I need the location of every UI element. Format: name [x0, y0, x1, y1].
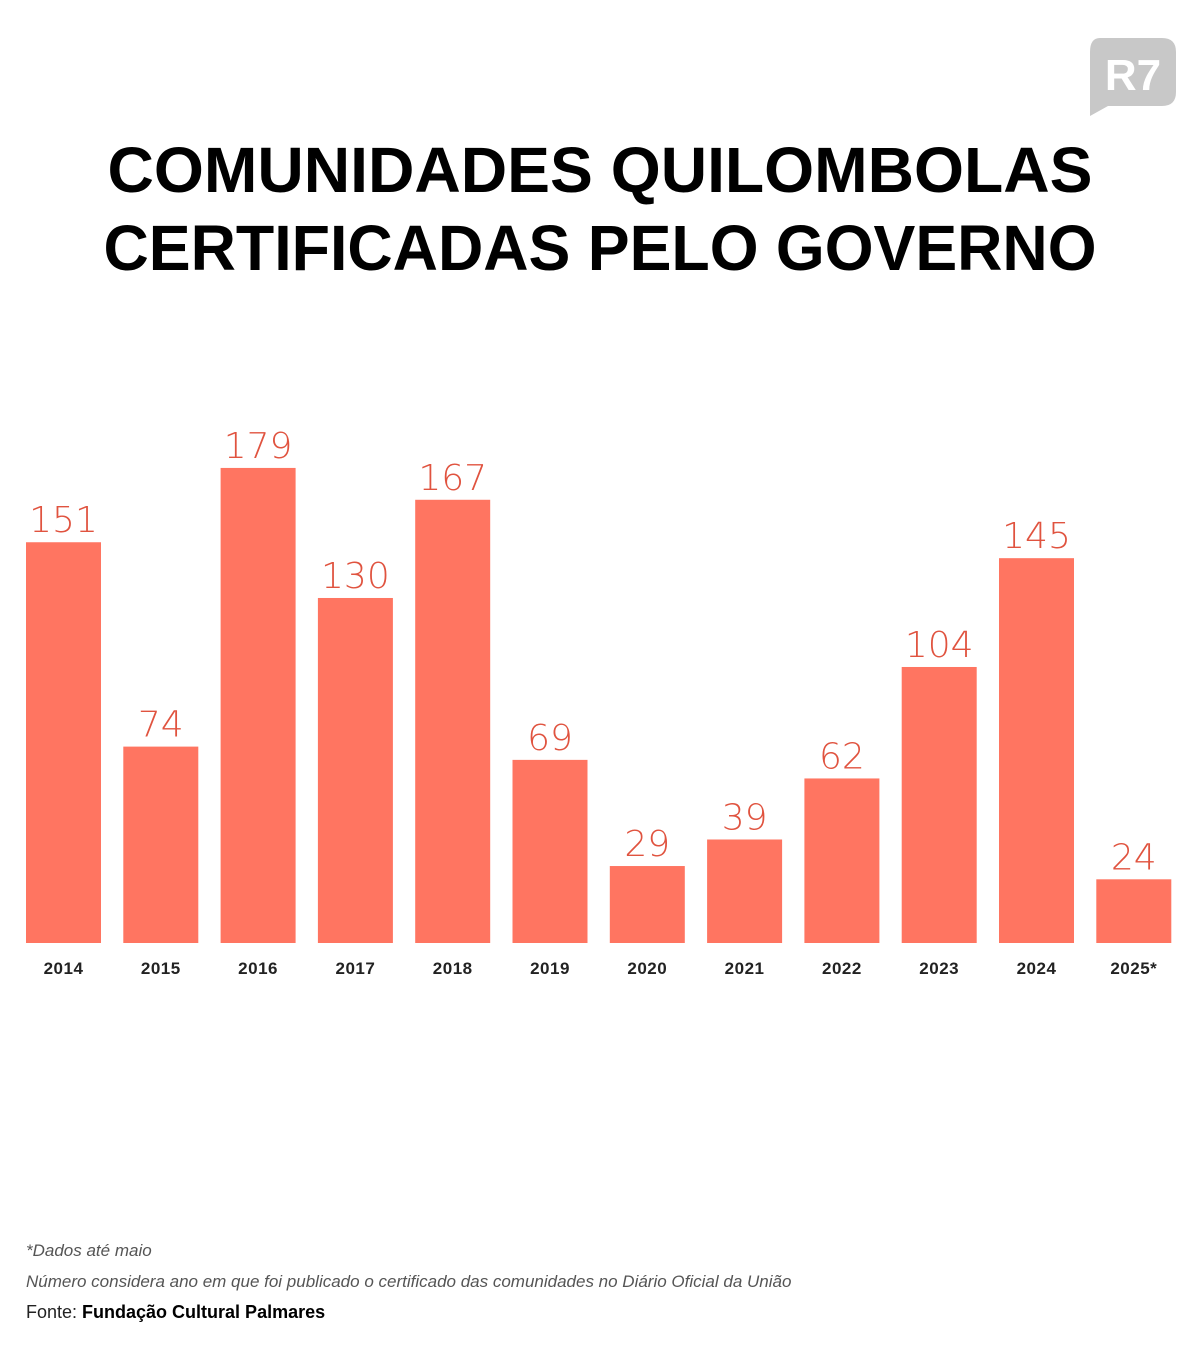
chart-title: CERTIFICADAS PELO GOVERNO — [104, 212, 1097, 284]
bar — [609, 866, 685, 943]
bar — [317, 597, 393, 943]
logo-text: R7 — [1105, 51, 1161, 100]
value-label: 104 — [905, 625, 974, 666]
value-label: 39 — [722, 797, 768, 838]
source: Fonte: Fundação Cultural Palmares — [26, 1302, 325, 1322]
source-name: Fundação Cultural Palmares — [82, 1302, 325, 1322]
x-tick-label: 2023 — [919, 959, 959, 978]
x-tick-label: 2020 — [627, 959, 667, 978]
bar — [415, 499, 491, 943]
x-tick-label: 2025* — [1110, 959, 1157, 978]
bar — [707, 839, 783, 943]
bar — [123, 746, 199, 943]
bar — [804, 778, 880, 943]
bar — [999, 558, 1074, 943]
x-tick-label: 2021 — [725, 959, 765, 978]
footnote: Número considera ano em que foi publicad… — [26, 1272, 791, 1291]
bar — [901, 666, 977, 943]
x-tick-label: 2014 — [44, 959, 84, 978]
source-label: Fonte: — [26, 1302, 77, 1322]
x-tick-label: 2024 — [1017, 959, 1057, 978]
x-tick-label: 2022 — [822, 959, 862, 978]
value-label: 24 — [1111, 837, 1157, 878]
value-label: 69 — [527, 718, 573, 759]
value-label: 145 — [1002, 516, 1071, 557]
logo: R7 — [1090, 38, 1176, 116]
bar — [512, 759, 588, 943]
bar — [220, 467, 296, 943]
chart-title: COMUNIDADES QUILOMBOLAS — [108, 134, 1093, 206]
x-tick-label: 2015 — [141, 959, 181, 978]
bar — [26, 542, 101, 943]
value-label: 130 — [321, 556, 390, 597]
logo-shape — [1090, 38, 1176, 116]
x-tick-label: 2018 — [433, 959, 473, 978]
value-label: 151 — [29, 500, 98, 541]
x-tick-label: 2017 — [335, 959, 375, 978]
x-tick-label: 2016 — [238, 959, 278, 978]
bar — [1096, 879, 1172, 943]
footnote: *Dados até maio — [26, 1241, 152, 1260]
value-label: 179 — [224, 426, 293, 467]
value-label: 74 — [138, 705, 184, 746]
value-label: 167 — [418, 458, 487, 499]
x-tick-label: 2019 — [530, 959, 570, 978]
value-label: 62 — [819, 736, 865, 777]
value-label: 29 — [624, 824, 670, 865]
